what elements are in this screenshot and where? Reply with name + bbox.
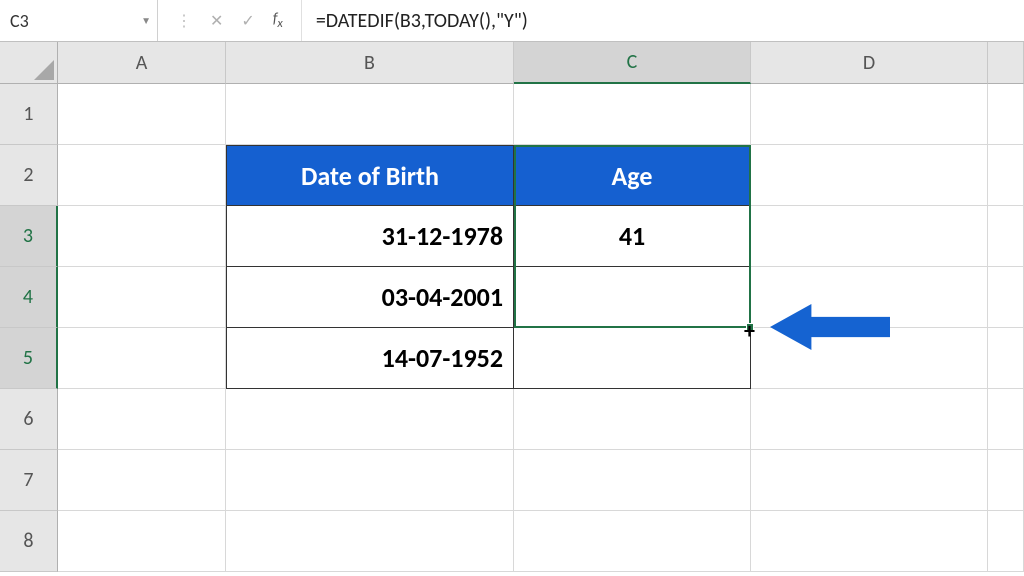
col-header-E[interactable] xyxy=(988,42,1024,84)
cell-C3[interactable]: 41 xyxy=(514,206,751,267)
cell-D3[interactable] xyxy=(751,206,988,267)
cell-A7[interactable] xyxy=(58,450,226,511)
cell-A2[interactable] xyxy=(58,145,226,206)
cell-D8[interactable] xyxy=(751,511,988,572)
formula-text: =DATEDIF(B3,TODAY(),"Y") xyxy=(316,9,528,33)
col-header-A[interactable]: A xyxy=(58,42,226,84)
cell-C8[interactable] xyxy=(514,511,751,572)
cell-A5[interactable] xyxy=(58,328,226,389)
cell-A3[interactable] xyxy=(58,206,226,267)
cell-C6[interactable] xyxy=(514,389,751,450)
row-header-5[interactable]: 5 xyxy=(0,328,58,389)
cell-A8[interactable] xyxy=(58,511,226,572)
row-header-2[interactable]: 2 xyxy=(0,145,58,206)
formula-bar: C3 ▼ ⋮ ✕ ✓ fx =DATEDIF(B3,TODAY(),"Y") xyxy=(0,0,1024,42)
cell-B8[interactable] xyxy=(226,511,514,572)
row-header-3[interactable]: 3 xyxy=(0,206,58,267)
cell-C1[interactable] xyxy=(514,84,751,145)
cell-B4[interactable]: 03-04-2001 xyxy=(226,267,514,328)
cell-E6[interactable] xyxy=(988,389,1024,450)
col-header-D[interactable]: D xyxy=(751,42,988,84)
col-header-C[interactable]: C xyxy=(514,42,751,84)
cell-E4[interactable] xyxy=(988,267,1024,328)
cancel-icon[interactable]: ✕ xyxy=(210,11,223,31)
cell-E8[interactable] xyxy=(988,511,1024,572)
enter-icon[interactable]: ✓ xyxy=(241,11,254,31)
formula-bar-icons: ⋮ ✕ ✓ fx xyxy=(158,0,302,41)
row-header-6[interactable]: 6 xyxy=(0,389,58,450)
cell-D2[interactable] xyxy=(751,145,988,206)
cell-B5[interactable]: 14-07-1952 xyxy=(226,328,514,389)
cell-B2[interactable]: Date of Birth xyxy=(226,145,514,206)
cell-A1[interactable] xyxy=(58,84,226,145)
dots-icon: ⋮ xyxy=(176,11,192,31)
fill-cursor-icon: + xyxy=(744,320,755,342)
cell-B1[interactable] xyxy=(226,84,514,145)
cell-D1[interactable] xyxy=(751,84,988,145)
cell-E3[interactable] xyxy=(988,206,1024,267)
cell-C4[interactable] xyxy=(514,267,751,328)
cell-D7[interactable] xyxy=(751,450,988,511)
select-all-corner[interactable] xyxy=(0,42,58,84)
col-header-B[interactable]: B xyxy=(226,42,514,84)
cell-B6[interactable] xyxy=(226,389,514,450)
cell-B7[interactable] xyxy=(226,450,514,511)
cell-E1[interactable] xyxy=(988,84,1024,145)
cell-C5[interactable] xyxy=(514,328,751,389)
row-header-1[interactable]: 1 xyxy=(0,84,58,145)
formula-input[interactable]: =DATEDIF(B3,TODAY(),"Y") xyxy=(302,0,1024,41)
fx-icon[interactable]: fx xyxy=(273,10,283,31)
row-header-4[interactable]: 4 xyxy=(0,267,58,328)
cell-C2[interactable]: Age xyxy=(514,145,751,206)
cell-E5[interactable] xyxy=(988,328,1024,389)
cell-A4[interactable] xyxy=(58,267,226,328)
cell-E7[interactable] xyxy=(988,450,1024,511)
name-box[interactable]: C3 ▼ xyxy=(0,0,158,41)
cell-D6[interactable] xyxy=(751,389,988,450)
row-header-8[interactable]: 8 xyxy=(0,511,58,572)
cell-A6[interactable] xyxy=(58,389,226,450)
row-header-7[interactable]: 7 xyxy=(0,450,58,511)
spreadsheet-grid: A B C D 1 2 Date of Birth Age 3 31-12-19… xyxy=(0,42,1024,572)
cell-E2[interactable] xyxy=(988,145,1024,206)
dropdown-icon[interactable]: ▼ xyxy=(141,14,151,27)
cell-B3[interactable]: 31-12-1978 xyxy=(226,206,514,267)
cell-C7[interactable] xyxy=(514,450,751,511)
annotation-arrow xyxy=(770,304,890,350)
name-box-value: C3 xyxy=(10,10,29,32)
